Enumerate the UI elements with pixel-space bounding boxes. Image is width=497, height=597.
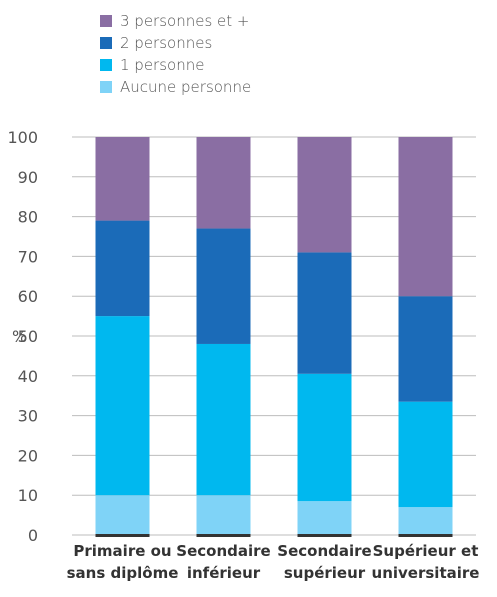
- y-axis-label: %: [12, 327, 27, 346]
- y-tick-label: 30: [18, 407, 38, 426]
- bar-segment: [196, 495, 251, 535]
- x-category-label: Secondaire: [277, 542, 371, 560]
- y-tick-label: 20: [18, 446, 38, 465]
- y-tick-label: 80: [18, 208, 38, 227]
- bar-segment: [196, 343, 251, 496]
- y-tick-label: 100: [7, 128, 38, 147]
- bar-segment: [297, 137, 352, 253]
- legend-label: 3 personnes et +: [120, 12, 250, 30]
- legend-swatch: [100, 37, 112, 49]
- bar-segment: [398, 296, 453, 402]
- bar-segment: [297, 252, 352, 374]
- x-category-label: supérieur: [284, 564, 366, 582]
- bar-segment: [95, 495, 150, 535]
- legend-item: 2 personnes: [100, 32, 251, 54]
- bar-segment: [95, 137, 150, 221]
- bar-segment: [95, 316, 150, 496]
- bar-segment: [196, 228, 251, 344]
- x-category-label: Supérieur et: [373, 542, 479, 560]
- y-tick-label: 70: [18, 247, 38, 266]
- legend-swatch: [100, 59, 112, 71]
- x-category-label: Secondaire: [176, 542, 270, 560]
- bar-segment: [95, 220, 150, 317]
- legend-label: 1 personne: [120, 56, 205, 74]
- legend-label: Aucune personne: [120, 78, 252, 96]
- y-tick-label: 0: [28, 526, 38, 545]
- chart-legend: 3 personnes et + 2 personnes 1 personne Auc…: [100, 10, 251, 98]
- y-tick-label: 90: [18, 168, 38, 187]
- bar-segment: [398, 507, 453, 535]
- bar-segment: [196, 137, 251, 229]
- legend-swatch: [100, 81, 112, 93]
- y-tick-label: 10: [18, 486, 38, 505]
- bar-baseline: [297, 534, 352, 537]
- legend-label: 2 personnes: [120, 34, 213, 52]
- bar-baseline: [95, 534, 150, 537]
- y-tick-label: 60: [18, 287, 38, 306]
- x-category-label: universitaire: [372, 564, 480, 582]
- legend-item: 3 personnes et +: [100, 10, 251, 32]
- bar-segment: [398, 401, 453, 508]
- bar-baseline: [398, 534, 453, 537]
- x-category-label: sans diplôme: [67, 564, 179, 582]
- bar-segment: [297, 501, 352, 535]
- x-category-label: inférieur: [187, 564, 261, 582]
- legend-item: Aucune personne: [100, 76, 251, 98]
- bar-baseline: [196, 534, 251, 537]
- legend-item: 1 personne: [100, 54, 251, 76]
- y-tick-label: 50: [18, 327, 38, 346]
- bar-segment: [398, 137, 453, 297]
- bar-segment: [297, 373, 352, 502]
- y-tick-label: 40: [18, 367, 38, 386]
- legend-swatch: [100, 15, 112, 27]
- x-category-label: Primaire ou: [73, 542, 171, 560]
